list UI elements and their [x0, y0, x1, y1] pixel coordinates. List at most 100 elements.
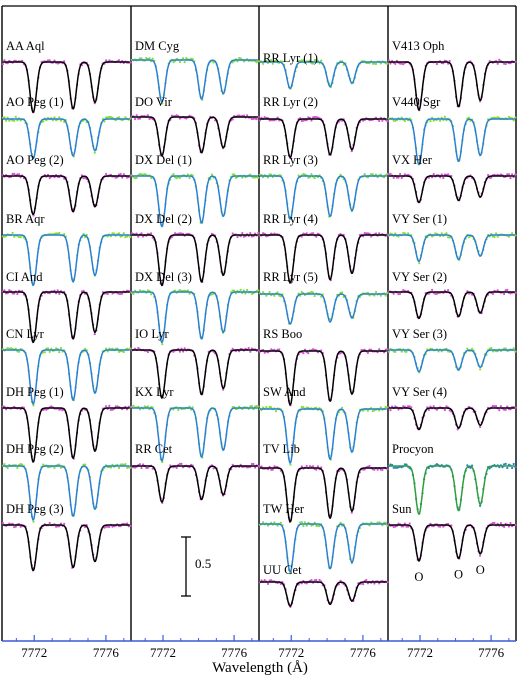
observed-point	[387, 350, 390, 353]
observed-point	[266, 582, 270, 586]
observed-point	[175, 114, 178, 117]
observed-point	[58, 408, 61, 411]
observed-point	[138, 57, 141, 60]
model-spectrum-line	[259, 408, 387, 464]
observed-point	[247, 346, 250, 350]
observed-point	[117, 292, 121, 295]
observed-point	[105, 525, 108, 528]
observed-point	[5, 292, 8, 295]
observed-point	[386, 524, 389, 527]
observed-point	[378, 409, 381, 412]
observed-point	[389, 62, 392, 65]
model-spectrum-line	[131, 465, 258, 503]
observed-point	[302, 59, 305, 62]
observed-point	[84, 463, 87, 466]
observed-point	[32, 520, 35, 523]
model-spectrum-line	[259, 175, 387, 221]
observed-point	[310, 119, 313, 122]
observed-point	[384, 294, 387, 297]
observed-point	[266, 524, 270, 527]
observed-point	[399, 172, 402, 176]
observed-point	[178, 289, 181, 292]
observed-point	[59, 119, 63, 122]
observed-point	[122, 232, 125, 235]
observed-point	[507, 235, 510, 238]
observed-point	[175, 466, 178, 469]
observed-point	[222, 388, 225, 391]
x-tick-label: 7776	[93, 645, 120, 660]
observed-point	[262, 291, 265, 294]
observed-point	[250, 462, 253, 466]
observed-point	[246, 114, 249, 117]
observed-point	[53, 59, 56, 62]
observed-point	[132, 292, 135, 295]
observed-point	[498, 58, 501, 62]
model-spectrum-line	[388, 291, 515, 320]
observed-point	[270, 579, 273, 582]
observed-point	[17, 350, 21, 353]
observed-point	[5, 119, 8, 122]
observed-point	[137, 117, 140, 120]
observed-point	[48, 521, 51, 525]
observed-point	[121, 292, 124, 295]
observed-point	[231, 118, 234, 121]
observed-point	[178, 176, 181, 179]
observed-point	[366, 351, 369, 354]
observed-point	[493, 405, 496, 408]
observed-point	[143, 405, 146, 408]
model-spectrum-line	[2, 407, 130, 463]
observed-point	[302, 406, 305, 409]
observed-point	[350, 511, 353, 514]
observed-point	[186, 289, 189, 292]
star-label: CN Lyr	[6, 327, 45, 341]
observed-point	[394, 232, 397, 235]
observed-point	[266, 351, 270, 354]
observed-point	[260, 579, 263, 582]
observed-point	[231, 289, 234, 292]
observed-point	[43, 351, 46, 354]
observed-point	[270, 232, 273, 235]
observed-point	[467, 236, 470, 239]
observed-point	[32, 404, 35, 407]
observed-point	[257, 231, 260, 235]
observed-point	[308, 465, 311, 468]
observed-point	[45, 408, 48, 411]
observed-point	[231, 463, 234, 466]
observed-point	[432, 119, 435, 122]
observed-point	[126, 522, 129, 525]
observed-point	[278, 348, 281, 351]
observed-point	[254, 466, 257, 469]
observed-point	[386, 291, 389, 295]
observed-points	[258, 578, 389, 609]
model-spectrum-line	[131, 407, 258, 462]
observed-point	[178, 232, 181, 235]
observed-point	[185, 57, 188, 60]
star-label: UU Cet	[263, 563, 302, 577]
x-axis-ticks: 7772 7776 7772 7776 7772 7776 7772 7776	[15, 635, 510, 660]
observed-point	[363, 173, 366, 176]
observed-point	[56, 525, 59, 528]
observed-point	[305, 464, 308, 468]
observed-point	[117, 232, 121, 235]
observed-point	[479, 554, 482, 557]
observed-point	[437, 350, 440, 353]
observed-point	[151, 57, 154, 60]
observed-point	[376, 521, 379, 524]
observed-point	[381, 468, 384, 472]
observed-point	[305, 524, 308, 527]
observed-point	[134, 466, 137, 469]
observed-point	[499, 522, 502, 525]
star-label: AO Peg (1)	[6, 95, 64, 109]
star-label: AO Peg (2)	[6, 153, 64, 167]
model-spectrum-line	[131, 234, 258, 287]
sun-line-marker: O	[414, 570, 423, 584]
star-label: SW And	[263, 385, 306, 399]
star-label: RR Cet	[135, 442, 173, 456]
observed-point	[63, 233, 66, 236]
observed-point	[265, 294, 268, 297]
observed-point	[58, 463, 61, 466]
observed-point	[42, 120, 45, 123]
observed-point	[135, 114, 138, 117]
observed-point	[45, 347, 48, 350]
observed-point	[313, 177, 316, 180]
